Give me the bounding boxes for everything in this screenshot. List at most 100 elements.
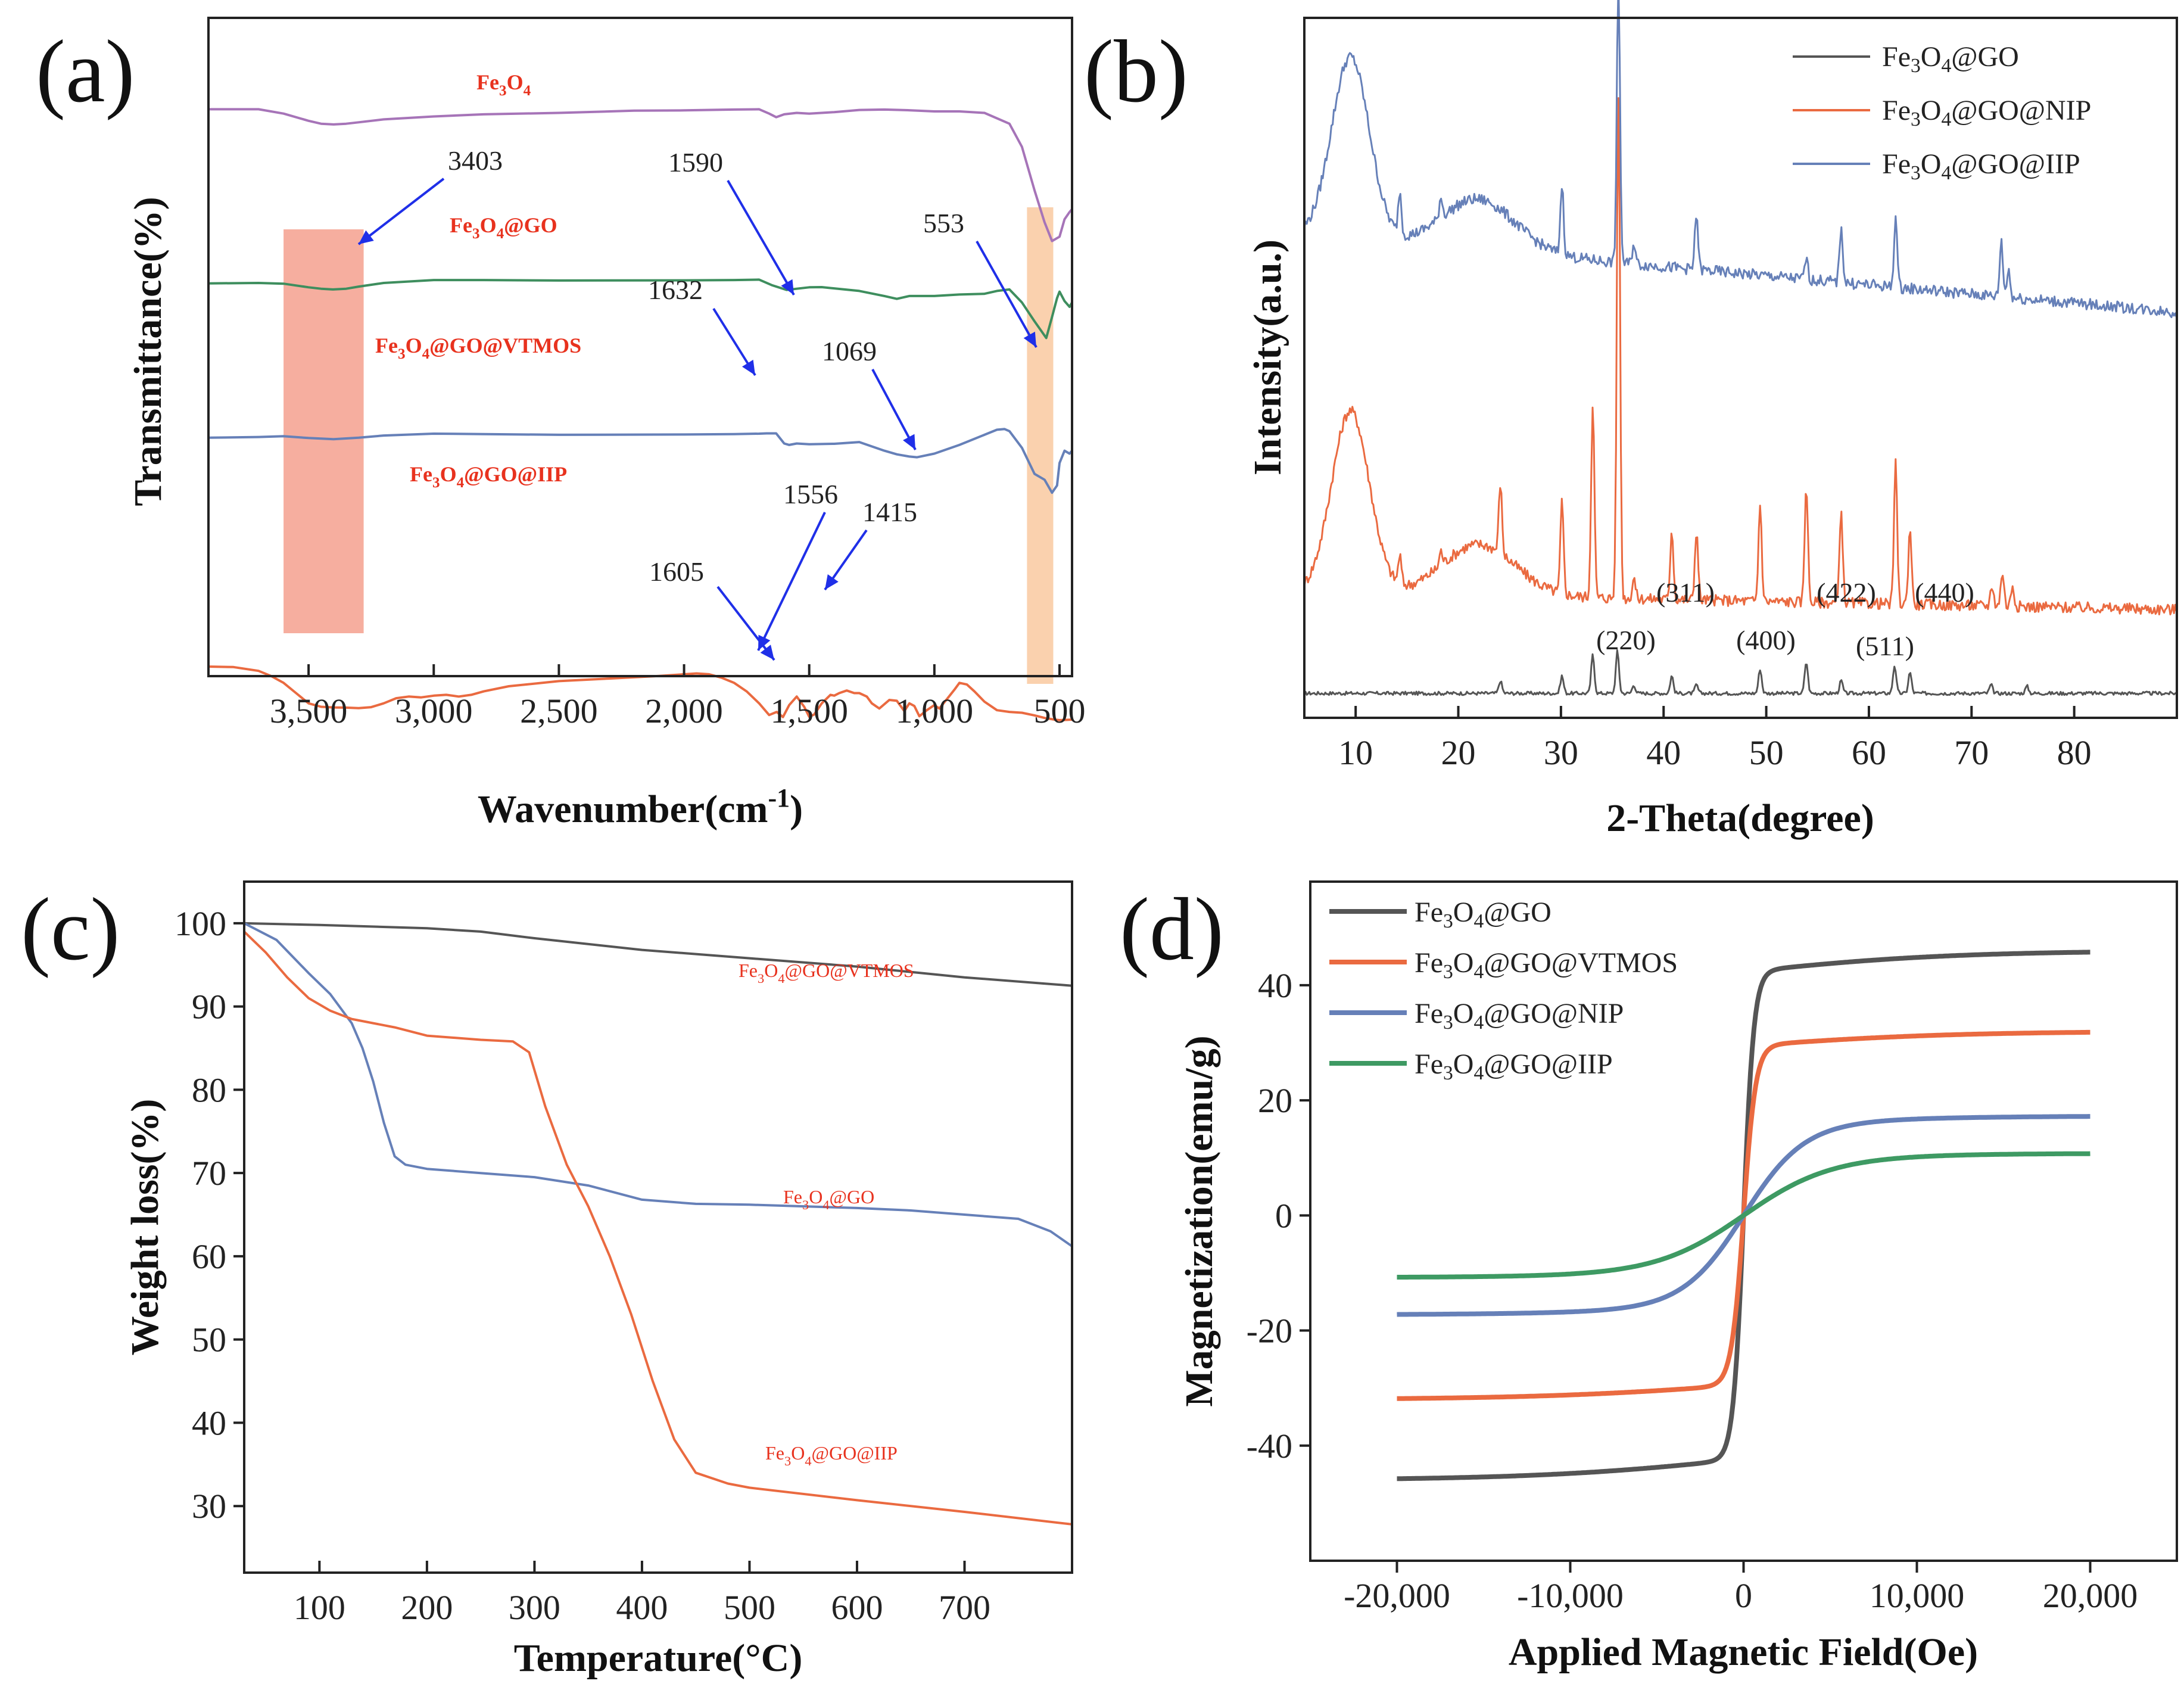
peak-arrow (716, 586, 775, 661)
panel-a-ylabel: Transmittance(%) (126, 197, 170, 506)
x-tick-label: 1,500 (770, 692, 848, 730)
x-tick-label: 80 (2057, 733, 2092, 772)
peak-arrowhead (1023, 331, 1036, 347)
series-line-fe3o4-go-iip (243, 930, 1073, 1526)
x-tick-label: 10,000 (1870, 1576, 1965, 1615)
miller-index-label: (440) (1915, 577, 1974, 608)
miller-index-label: (422) (1817, 577, 1876, 608)
series-label-fe3o4-go-vtmos: Fe3O4@GO@VTMOS (375, 334, 581, 362)
y-tick-label: 30 (192, 1487, 226, 1526)
peak-arrowhead (741, 359, 755, 375)
series-line-fe3o4-go-vtmos (244, 922, 1073, 987)
peak-arrowhead (758, 634, 771, 651)
y-tick-label: 40 (1258, 966, 1292, 1005)
series-label-fe3o4: Fe3O4 (476, 70, 531, 99)
peak-annotation: 1069 (822, 336, 877, 366)
x-tick-label: 20,000 (2043, 1576, 2138, 1615)
panel-b-xlabel: 2-Theta(degree) (1606, 796, 1874, 840)
peak-arrow (727, 179, 795, 296)
y-tick-label: 40 (192, 1403, 226, 1442)
series-line-fe3o4-go-iip (208, 665, 1073, 721)
x-tick-label: 60 (1852, 733, 1886, 772)
legend-label-fe3o4-go-nip: Fe3O4@GO@NIP (1882, 95, 2091, 130)
panel-c-ylabel: Weight loss(%) (123, 1099, 167, 1356)
peak-arrowhead (760, 645, 774, 660)
series-label-fe3o4-go: Fe3O4@GO (783, 1186, 874, 1212)
x-tick-label: 0 (1735, 1576, 1752, 1615)
y-tick-label: 0 (1275, 1196, 1292, 1235)
miller-index-label: (400) (1736, 625, 1796, 655)
y-tick-label: 70 (192, 1154, 226, 1193)
x-tick-label: 40 (1646, 733, 1681, 772)
highlight-region (283, 229, 364, 633)
series-line-fe3o4-go-iip (1303, 0, 2177, 318)
series-line-fe3o4-go (1304, 649, 2177, 696)
legend-label-fe3o4-go-nip: Fe3O4@GO@NIP (1415, 998, 1624, 1034)
x-tick-label: 700 (939, 1588, 990, 1627)
y-tick-label: -40 (1247, 1427, 1292, 1465)
panel-c-xlabel: Temperature(°C) (514, 1636, 803, 1680)
peak-arrowhead (903, 434, 915, 450)
panel-c-letter: (c) (21, 880, 120, 979)
series-line-fe3o4-go-iip (1396, 1151, 2091, 1280)
legend-label-fe3o4-go: Fe3O4@GO (1415, 897, 1551, 932)
x-tick-label: 200 (401, 1588, 453, 1627)
miller-index-label: (311) (1656, 577, 1715, 608)
x-tick-label: 30 (1544, 733, 1578, 772)
series-label-fe3o4-go-iip: Fe3O4@GO@IIP (410, 462, 567, 491)
series-line-fe3o4 (208, 108, 1073, 242)
panel-b-frame (1303, 17, 2178, 719)
x-tick-label: 20 (1441, 733, 1476, 772)
panel-b-ylabel: Intensity(a.u.) (1246, 239, 1289, 475)
peak-annotation: 553 (923, 208, 964, 238)
y-tick-label: -20 (1247, 1312, 1292, 1350)
peak-arrowhead (359, 230, 374, 244)
panel-d-xlabel: Applied Magnetic Field(Oe) (1509, 1630, 1978, 1674)
panel-a-xlabel: Wavenumber(cm-1) (478, 783, 803, 831)
series-label-fe3o4-go: Fe3O4@GO (450, 213, 557, 242)
peak-arrowhead (781, 279, 794, 295)
x-tick-label: 500 (1033, 692, 1085, 730)
series-label-fe3o4-go-iip: Fe3O4@GO@IIP (765, 1442, 898, 1468)
panel-b-xrd: (b) (220)(311) (400) (422) (511)(440) Fe3O4… (1084, 0, 2178, 840)
y-tick-label: 90 (192, 988, 226, 1026)
miller-index-label: (511) (1856, 631, 1914, 661)
x-tick-label: 400 (616, 1588, 668, 1627)
panel-c-frame (243, 880, 1073, 1574)
panel-b-letter: (b) (1084, 22, 1188, 121)
peak-annotation: 1556 (783, 479, 838, 509)
miller-index-label: (220) (1596, 625, 1656, 655)
peak-annotation: 3403 (448, 145, 503, 176)
panel-a-frame (207, 17, 1073, 677)
peak-annotation: 1415 (862, 497, 917, 527)
panel-c-tga: (c) Fe3O4@GO@VTMOS Fe3O4@GO Fe3O4@GO@IIP 1… (21, 880, 1073, 1680)
panel-a-letter: (a) (36, 22, 135, 121)
legend-label-fe3o4-go-vtmos: Fe3O4@GO@VTMOS (1415, 947, 1678, 983)
peak-arrow (757, 512, 826, 651)
panel-d-ylabel: Magnetization(emu/g) (1177, 1035, 1221, 1406)
x-tick-label: 3,500 (270, 692, 348, 730)
panel-a-ftir: (a) Fe3O4 Fe3O4@GO Fe3O4@GO@VTMOS Fe3O4@GO@… (36, 17, 1085, 831)
x-tick-label: 300 (509, 1588, 560, 1627)
x-tick-label: 1,000 (896, 692, 974, 730)
peak-arrowhead (825, 574, 839, 590)
x-tick-label: -20,000 (1344, 1576, 1450, 1615)
peak-arrow (976, 241, 1038, 348)
x-tick-label: 2,000 (645, 692, 723, 730)
peak-annotation: 1605 (649, 556, 704, 587)
x-tick-label: 2,500 (520, 692, 598, 730)
peak-annotation: 1632 (648, 275, 703, 305)
peak-arrow (871, 369, 917, 450)
x-tick-label: -10,000 (1517, 1576, 1624, 1615)
series-line-fe3o4-go-vtmos (208, 428, 1073, 494)
series-line-fe3o4-go (244, 922, 1073, 1247)
x-tick-label: 600 (831, 1588, 883, 1627)
y-tick-label: 50 (192, 1321, 226, 1359)
series-line-fe3o4-go (208, 278, 1073, 340)
x-tick-label: 100 (294, 1588, 345, 1627)
panel-d-vsm: (d) Fe3O4@GO Fe3O4@GO@VTMOS Fe3O4@GO@NIP Fe… (1120, 880, 2178, 1674)
highlight-region (1027, 207, 1054, 684)
legend-label-fe3o4-go: Fe3O4@GO (1882, 41, 2019, 77)
x-tick-label: 50 (1749, 733, 1784, 772)
